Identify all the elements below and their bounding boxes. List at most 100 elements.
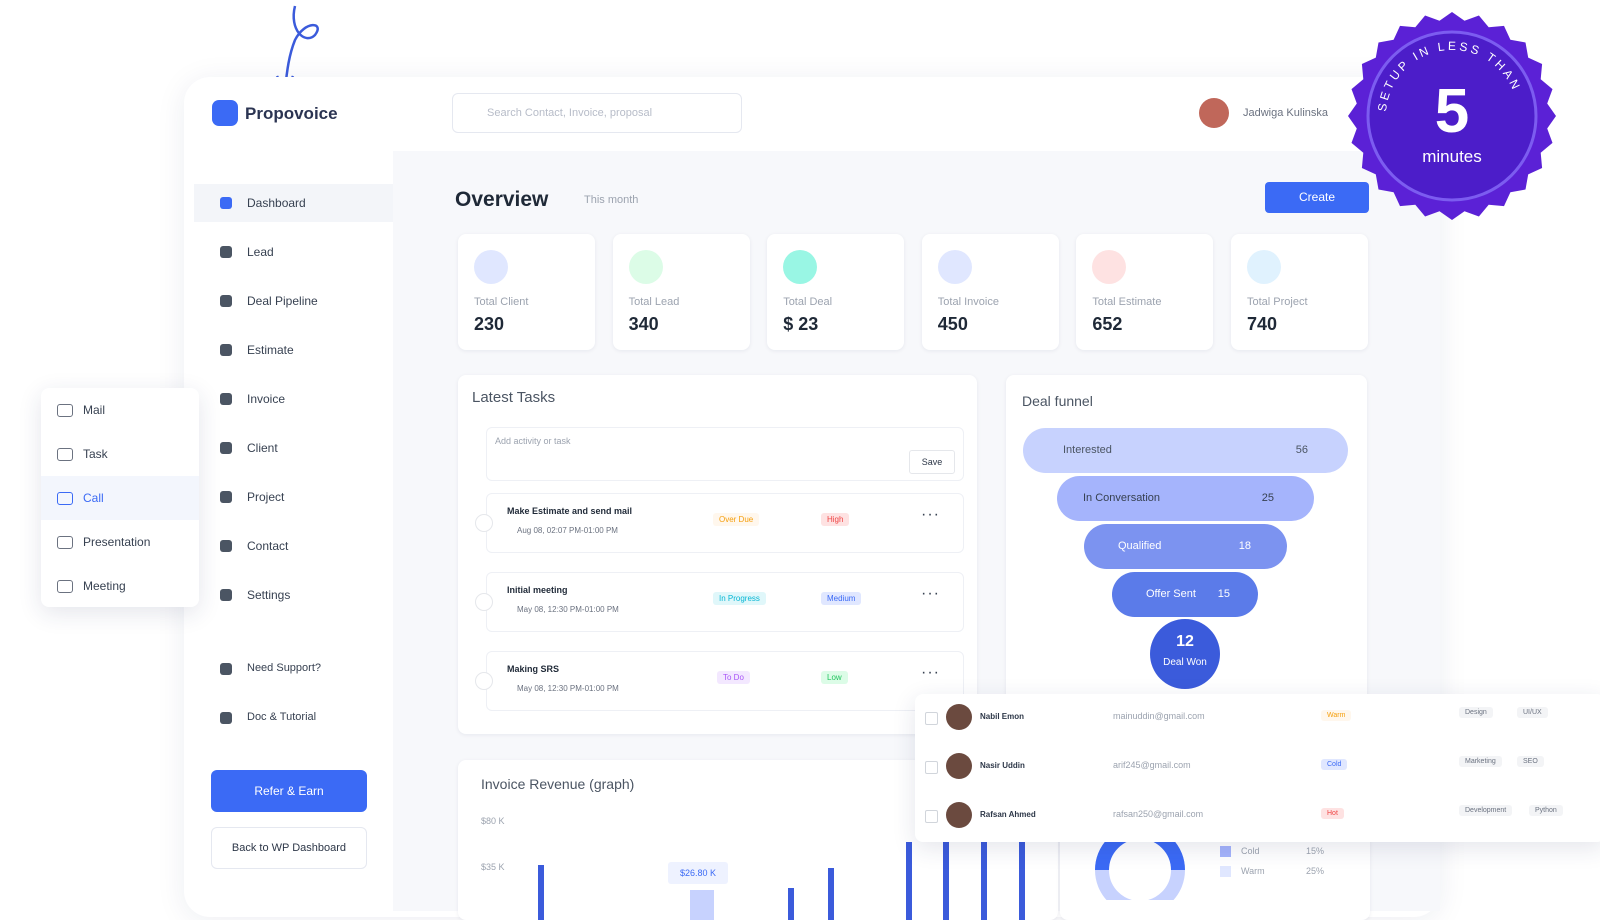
contact-email: arif245@gmail.com <box>1113 760 1191 770</box>
task-check <box>475 514 493 532</box>
avatar[interactable] <box>1199 98 1229 128</box>
contact-email: mainuddin@gmail.com <box>1113 711 1205 721</box>
activity-menu: Mail Task Call Presentation Meeting <box>41 388 199 607</box>
row-check <box>925 761 938 774</box>
create-button[interactable]: Create <box>1265 182 1369 213</box>
back-button[interactable]: Back to WP Dashboard <box>211 827 367 869</box>
support-item[interactable]: Need Support? <box>247 662 321 674</box>
tasks-card: Latest Tasks Add activity or task Save M… <box>458 375 977 734</box>
stat-card: Total Estimate 652 <box>1076 234 1214 350</box>
legend-name: Cold <box>1241 846 1260 856</box>
period-select[interactable]: This month <box>584 194 639 206</box>
save-button[interactable]: Save <box>909 450 955 474</box>
axis-label: $80 K <box>481 816 505 826</box>
deal-won: 12 Deal Won <box>1150 619 1220 689</box>
menu-icon <box>57 492 73 505</box>
search-box[interactable]: Search Contact, Invoice, proposal <box>452 93 742 133</box>
funnel-stage: In Conversation 25 <box>1057 476 1314 521</box>
user-name: Jadwiga Kulinska <box>1243 107 1328 119</box>
task-row: Initial meeting May 08, 12:30 PM-01:00 PM… <box>475 572 964 632</box>
legend-share: 15% <box>1306 846 1325 856</box>
nav-item[interactable]: Deal Pipeline <box>247 294 318 308</box>
status-tag: In Progress <box>713 592 766 605</box>
level-tag: Hot <box>1321 808 1344 819</box>
revenue-title: Invoice Revenue (graph) <box>481 776 635 792</box>
nav-icon <box>220 197 232 209</box>
stat-card: Total Deal $ 23 <box>767 234 905 350</box>
nav-item[interactable]: Estimate <box>247 343 294 357</box>
more-button[interactable]: ··· <box>921 506 940 523</box>
priority-tag: Low <box>821 671 848 684</box>
nav-item[interactable]: Contact <box>247 539 289 553</box>
task-input[interactable]: Add activity or task Save <box>486 427 964 481</box>
legend-swatch <box>1220 866 1231 877</box>
level-tag: Cold <box>1321 759 1348 770</box>
nav-icon <box>220 246 232 258</box>
stat-value: 450 <box>937 314 968 334</box>
contact-name: Nabil Emon <box>980 712 1025 721</box>
stat-value: 740 <box>1247 314 1278 334</box>
nav-item[interactable]: Project <box>247 490 285 504</box>
logo: Propovoice <box>245 104 338 123</box>
contact-name: Nasir Uddin <box>980 761 1025 770</box>
stat-icon <box>783 250 818 284</box>
tooltip: $26.80 K <box>668 862 728 884</box>
task-placeholder: Add activity or task <box>495 436 571 446</box>
won-count: 12 <box>1176 633 1194 650</box>
contact-avatar <box>946 753 972 779</box>
funnel-stage: Offer Sent 15 <box>1112 572 1258 617</box>
funnel-title: Deal funnel <box>1022 393 1093 409</box>
nav-icon <box>220 491 232 503</box>
stat-value: $ 23 <box>783 314 819 334</box>
funnel-stage: Qualified 18 <box>1084 524 1287 569</box>
create-label: Create <box>1298 190 1336 204</box>
stage-count: 18 <box>1238 540 1251 552</box>
active-bg <box>41 476 199 520</box>
nav-icon <box>220 663 232 675</box>
nav-item[interactable]: Lead <box>247 245 274 259</box>
stage-name: Qualified <box>1118 540 1162 552</box>
task-time: Aug 08, 02:07 PM-01:00 PM <box>517 526 618 535</box>
level-tag: Warm <box>1321 710 1352 721</box>
search-placeholder: Search Contact, Invoice, proposal <box>487 107 653 119</box>
stat-label: Total Lead <box>628 296 680 308</box>
menu-item[interactable]: Mail <box>83 403 106 417</box>
nav-icon <box>220 295 232 307</box>
stat-value: 340 <box>628 314 659 334</box>
stat-card: Total Lead 340 <box>612 234 750 350</box>
contact-tag: Design <box>1459 707 1493 718</box>
contact-email: rafsan250@gmail.com <box>1113 809 1204 819</box>
stat-icon <box>937 250 972 284</box>
nav-item[interactable]: Invoice <box>247 392 286 406</box>
menu-item[interactable]: Presentation <box>83 535 151 549</box>
nav-item[interactable]: Settings <box>247 588 291 602</box>
contact-name: Rafsan Ahmed <box>980 810 1036 819</box>
stat-card: Total Invoice 450 <box>921 234 1059 350</box>
stage-count: 56 <box>1295 444 1308 456</box>
task-row: Make Estimate and send mail Aug 08, 02:07… <box>475 493 964 553</box>
stat-value: 652 <box>1092 314 1123 334</box>
menu-item[interactable]: Task <box>83 447 108 461</box>
nav-item[interactable]: Client <box>247 441 278 455</box>
more-button[interactable]: ··· <box>921 664 940 681</box>
stat-card: Total Client 230 <box>458 234 595 350</box>
priority-tag: Medium <box>821 592 862 605</box>
contact-tag: Marketing <box>1459 756 1502 767</box>
refer-button[interactable]: Refer & Earn <box>211 770 367 812</box>
support-item[interactable]: Doc & Tutorial <box>247 711 317 723</box>
stat-icon <box>628 250 663 284</box>
contact-table: Nabil Emon mainuddin@gmail.com Warm Design U… <box>915 694 1600 842</box>
more-button[interactable]: ··· <box>921 585 940 602</box>
nav-item[interactable]: Dashboard <box>247 196 306 210</box>
menu-icon <box>57 448 73 461</box>
funnel-card: Deal funnel Interested 56 In Conversation 25… <box>1006 375 1367 704</box>
stage-name: In Conversation <box>1083 492 1161 504</box>
menu-item[interactable]: Meeting <box>83 579 126 593</box>
nav-icon <box>220 589 232 601</box>
axis-label: $35 K <box>481 862 505 872</box>
legend-name: Warm <box>1241 866 1265 876</box>
stat-value: 230 <box>474 314 505 334</box>
nav-icon <box>220 344 232 356</box>
menu-item[interactable]: Call <box>83 491 104 505</box>
nav-icon <box>220 540 232 552</box>
